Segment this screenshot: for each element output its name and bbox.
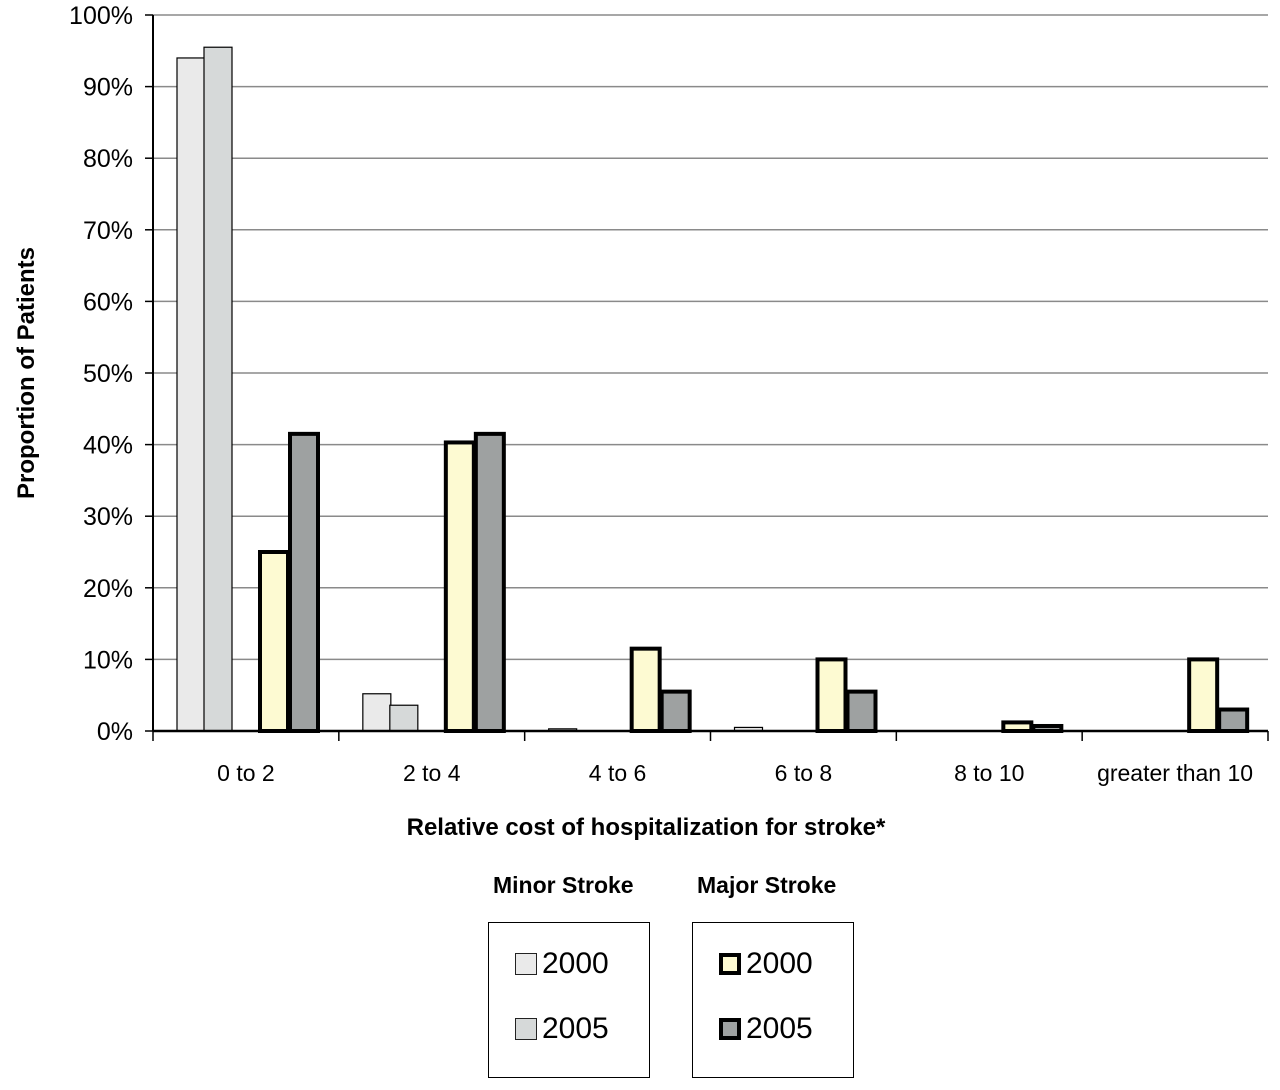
legend-swatch-minor-2000 [515, 953, 537, 975]
legend-entry-minor-2000: 2000 [515, 947, 609, 981]
legend-label-major-2000: 2000 [746, 947, 813, 980]
legend-title-major-stroke: Major Stroke [697, 872, 837, 898]
bar-major-stroke-2000-2 [629, 646, 662, 733]
bar-major-stroke-2005-3 [845, 689, 878, 733]
x-axis-title: Relative cost of hospitalization for str… [407, 814, 886, 841]
bar-major-stroke-2000-4 [1001, 720, 1034, 734]
legend-label-major-2005: 2005 [746, 1012, 813, 1045]
y-tick-label: 70% [83, 217, 133, 245]
y-tick-label: 20% [83, 575, 133, 603]
bar-minor-stroke-2000-0 [176, 57, 206, 732]
axis-labels: 0% 10% 20% 30% 40% 50% 60% 70% 80% 90% 100% 0 to 2 2… [13, 2, 1253, 841]
grid-lines [153, 14, 1268, 661]
y-tick-label: 40% [83, 432, 133, 460]
bar-major-stroke-2005-0 [288, 431, 320, 733]
y-tick-label: 30% [83, 503, 133, 531]
bar-major-stroke-2005-2 [659, 689, 692, 733]
bar-major-stroke-2000-5 [1187, 657, 1220, 734]
y-tick-label: 80% [83, 145, 133, 173]
legend-entry-major-2005: 2005 [719, 1012, 813, 1046]
bar-chart: 0% 10% 20% 30% 40% 50% 60% 70% 80% 90% 100% 0 to 2 2… [13, 2, 1269, 841]
legend-swatch-major-2005 [719, 1018, 741, 1040]
x-tick-label: 2 to 4 [403, 760, 461, 786]
bar-major-stroke-2005-1 [473, 431, 506, 733]
legend-label-minor-2005: 2005 [542, 1012, 609, 1045]
legend-swatch-minor-2005 [515, 1018, 537, 1040]
bar-major-stroke-2000-0 [258, 550, 290, 733]
y-tick-label: 10% [83, 646, 133, 674]
legend-entry-major-2000: 2000 [719, 947, 813, 981]
x-tick-label: 4 to 6 [589, 760, 647, 786]
y-tick-label: 0% [97, 718, 133, 746]
legend-label-minor-2000: 2000 [542, 947, 609, 980]
bar-major-stroke-2005-5 [1217, 707, 1250, 734]
bar-minor-stroke-2000-1 [362, 693, 392, 732]
y-tick-label: 90% [83, 74, 133, 102]
bar-major-stroke-2000-1 [443, 440, 476, 733]
bar-minor-stroke-2005-1 [389, 704, 419, 732]
bar-minor-stroke-2005-0 [203, 46, 233, 732]
y-tick-label: 60% [83, 288, 133, 316]
x-tick-label: 6 to 8 [775, 760, 833, 786]
bar-major-stroke-2000-3 [815, 657, 848, 734]
bars [176, 46, 1250, 734]
axes [145, 14, 1269, 741]
x-tick-label: greater than 10 [1097, 760, 1253, 786]
y-tick-label: 50% [83, 360, 133, 388]
legend-title-minor-stroke: Minor Stroke [493, 872, 634, 898]
y-tick-label: 100% [69, 2, 133, 30]
x-tick-label: 8 to 10 [954, 760, 1024, 786]
y-axis-title: Proportion of Patients [13, 247, 40, 499]
legend-box-major-stroke: 2000 2005 [692, 922, 854, 1078]
legend-swatch-major-2000 [719, 953, 741, 975]
legend-box-minor-stroke: 2000 2005 [488, 922, 650, 1078]
x-tick-label: 0 to 2 [217, 760, 275, 786]
legend-entry-minor-2005: 2005 [515, 1012, 609, 1046]
